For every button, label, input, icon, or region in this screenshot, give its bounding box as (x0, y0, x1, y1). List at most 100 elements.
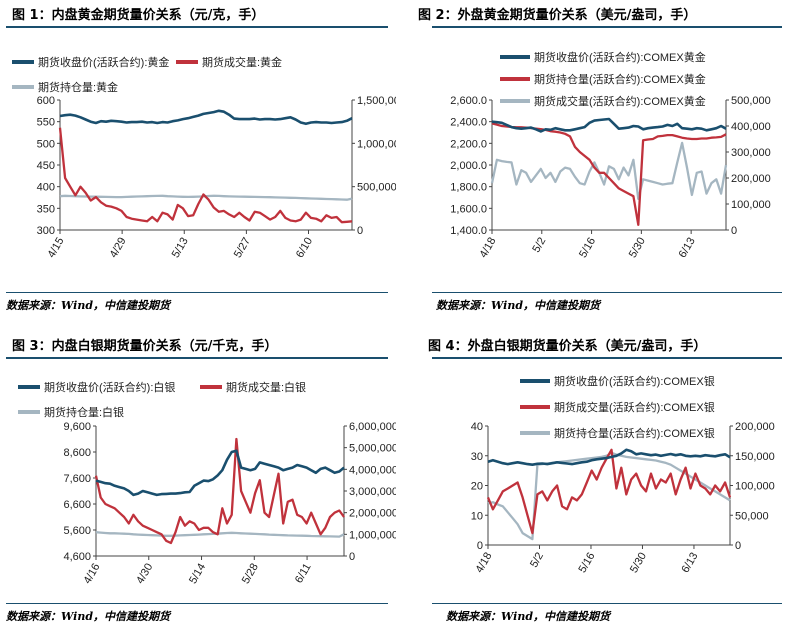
y-right-tick-label: 0 (357, 225, 363, 237)
chart-title-3: 图 3：内盘白银期货量价关系（元/千克，手） (12, 339, 278, 354)
x-tick-label: 5/2 (530, 236, 548, 255)
title-rule-2 (432, 26, 782, 28)
y-left-tick-label: 40 (471, 421, 483, 433)
y-left-tick-label: 500 (37, 138, 55, 150)
y-left-tick-label: 550 (37, 117, 55, 129)
legend-label: 期货成交量(活跃合约):COMEX黄金 (534, 94, 706, 108)
y-right-tick-label: 50,000 (735, 510, 769, 522)
legend-label: 期货成交量:白银 (226, 380, 306, 394)
y-left-tick-label: 7,600 (63, 473, 91, 485)
title-rule-4 (432, 357, 782, 359)
series-line (486, 448, 732, 535)
x-tick-label: 5/14 (187, 562, 208, 587)
y-right-tick-label: 200,000 (731, 173, 771, 185)
series-line (95, 449, 345, 497)
y-right-tick-label: 1,000,000 (349, 529, 396, 541)
legend-label: 期货收盘价(活跃合约):COMEX银 (554, 374, 715, 388)
y-right-tick-label: 6,000,000 (349, 421, 396, 433)
chart-title-2: 图 2：外盘黄金期货量价关系（美元/盎司，手） (418, 8, 697, 23)
x-tick-label: 4/30 (134, 562, 155, 587)
series-line (95, 531, 345, 538)
x-tick-label: 4/29 (108, 236, 129, 261)
chart-title-1: 图 1：内盘黄金期货量价关系（元/克，手） (12, 8, 265, 23)
source-note-4: 数据来源：Wind，中信建投期货 (446, 610, 611, 623)
y-right-tick-label: 0 (349, 551, 355, 563)
chart-title-4: 图 4：外盘白银期货量价关系（美元/盎司，手） (428, 339, 707, 354)
y-left-tick-label: 20 (471, 481, 483, 493)
x-tick-label: 5/2 (528, 551, 546, 570)
y-left-tick-label: 2,600.0 (450, 95, 487, 107)
x-tick-label: 5/28 (240, 562, 261, 587)
series-line (491, 117, 727, 133)
y-left-tick-label: 1,800.0 (450, 182, 487, 194)
x-tick-label: 5/27 (232, 236, 253, 261)
x-tick-label: 6/11 (293, 562, 314, 586)
y-right-tick-label: 500,000 (731, 95, 771, 107)
y-right-tick-label: 100,000 (735, 481, 775, 493)
y-right-tick-label: 400,000 (731, 121, 771, 133)
x-tick-label: 4/16 (81, 562, 102, 587)
y-left-tick-label: 8,600 (63, 447, 91, 459)
y-right-tick-label: 500,000 (357, 182, 396, 194)
title-rule-3 (6, 357, 388, 359)
y-left-tick-label: 10 (471, 510, 483, 522)
y-right-tick-label: 300,000 (731, 147, 771, 159)
y-left-tick-label: 1,600.0 (450, 203, 487, 215)
y-left-tick-label: 350 (37, 203, 55, 215)
legend-label: 期货成交量:黄金 (202, 55, 282, 69)
legend-label: 期货收盘价(活跃合约):COMEX黄金 (534, 50, 706, 64)
y-left-tick-label: 30 (471, 451, 483, 463)
y-right-tick-label: 0 (735, 540, 741, 552)
legend-label: 期货收盘价(活跃合约):白银 (44, 380, 175, 394)
y-left-tick-label: 300 (37, 225, 55, 237)
chart-2-svg: 期货收盘价(活跃合约):COMEX黄金期货持仓量(活跃合约):COMEX黄金期货… (450, 50, 771, 261)
chart-4-svg: 期货收盘价(活跃合约):COMEX银期货成交量(活跃合约):COMEX银期货持仓… (471, 374, 775, 576)
x-tick-label: 6/10 (294, 236, 315, 261)
y-left-tick-label: 600 (37, 95, 55, 107)
x-tick-label: 4/18 (473, 551, 494, 576)
legend-label: 期货收盘价(活跃合约):黄金 (38, 55, 169, 69)
y-right-tick-label: 0 (731, 225, 737, 237)
y-right-tick-label: 100,000 (731, 199, 771, 211)
legend-label: 期货持仓量(活跃合约):COMEX黄金 (534, 72, 706, 86)
source-rule-2 (432, 292, 782, 293)
x-tick-label: 6/13 (679, 551, 700, 576)
series-line (94, 437, 345, 545)
series-line (490, 141, 728, 200)
x-tick-label: 5/30 (628, 551, 649, 576)
y-right-tick-label: 3,000,000 (349, 486, 396, 498)
y-left-tick-label: 6,600 (63, 499, 91, 511)
chart-panel-1: 图 1：内盘黄金期货量价关系（元/克，手） 期货收盘价(活跃合约):黄金 期货成交… (0, 0, 396, 313)
y-left-tick-label: 0 (477, 540, 483, 552)
series-line (58, 127, 353, 224)
title-rule-1 (6, 26, 388, 28)
x-tick-label: 4/18 (477, 236, 498, 261)
y-right-tick-label: 2,000,000 (349, 508, 396, 520)
legend-label: 期货持仓量:黄金 (38, 80, 118, 94)
y-left-tick-label: 400 (37, 182, 55, 194)
legend-label: 期货持仓量:白银 (44, 405, 124, 419)
source-rule-1 (6, 292, 388, 293)
y-left-tick-label: 2,000.0 (450, 160, 487, 172)
y-left-tick-label: 1,400.0 (450, 225, 487, 237)
y-left-tick-label: 2,400.0 (450, 117, 487, 129)
source-note-3: 数据来源：Wind，中信建投期货 (6, 610, 171, 623)
y-left-tick-label: 450 (37, 160, 55, 172)
y-right-tick-label: 4,000,000 (349, 464, 396, 476)
chart-panel-3: 图 3：内盘白银期货量价关系（元/千克，手） 期货收盘价(活跃合约):白银 期货成… (0, 313, 396, 626)
chart-panel-2: 图 2：外盘黄金期货量价关系（美元/盎司，手） 期货收盘价(活跃合约):COME… (396, 0, 792, 313)
y-left-tick-label: 2,200.0 (450, 138, 487, 150)
x-tick-label: 5/13 (170, 236, 191, 261)
y-right-tick-label: 1,500,000 (357, 95, 396, 107)
y-left-tick-label: 4,600 (63, 551, 91, 563)
source-rule-4 (432, 603, 782, 604)
series-line (487, 448, 731, 466)
source-rule-3 (6, 603, 388, 604)
x-tick-label: 6/13 (677, 236, 698, 261)
x-tick-label: 5/16 (576, 551, 597, 576)
y-right-tick-label: 1,000,000 (357, 138, 396, 150)
y-left-tick-label: 9,600 (63, 421, 91, 433)
x-tick-label: 4/15 (45, 236, 66, 261)
